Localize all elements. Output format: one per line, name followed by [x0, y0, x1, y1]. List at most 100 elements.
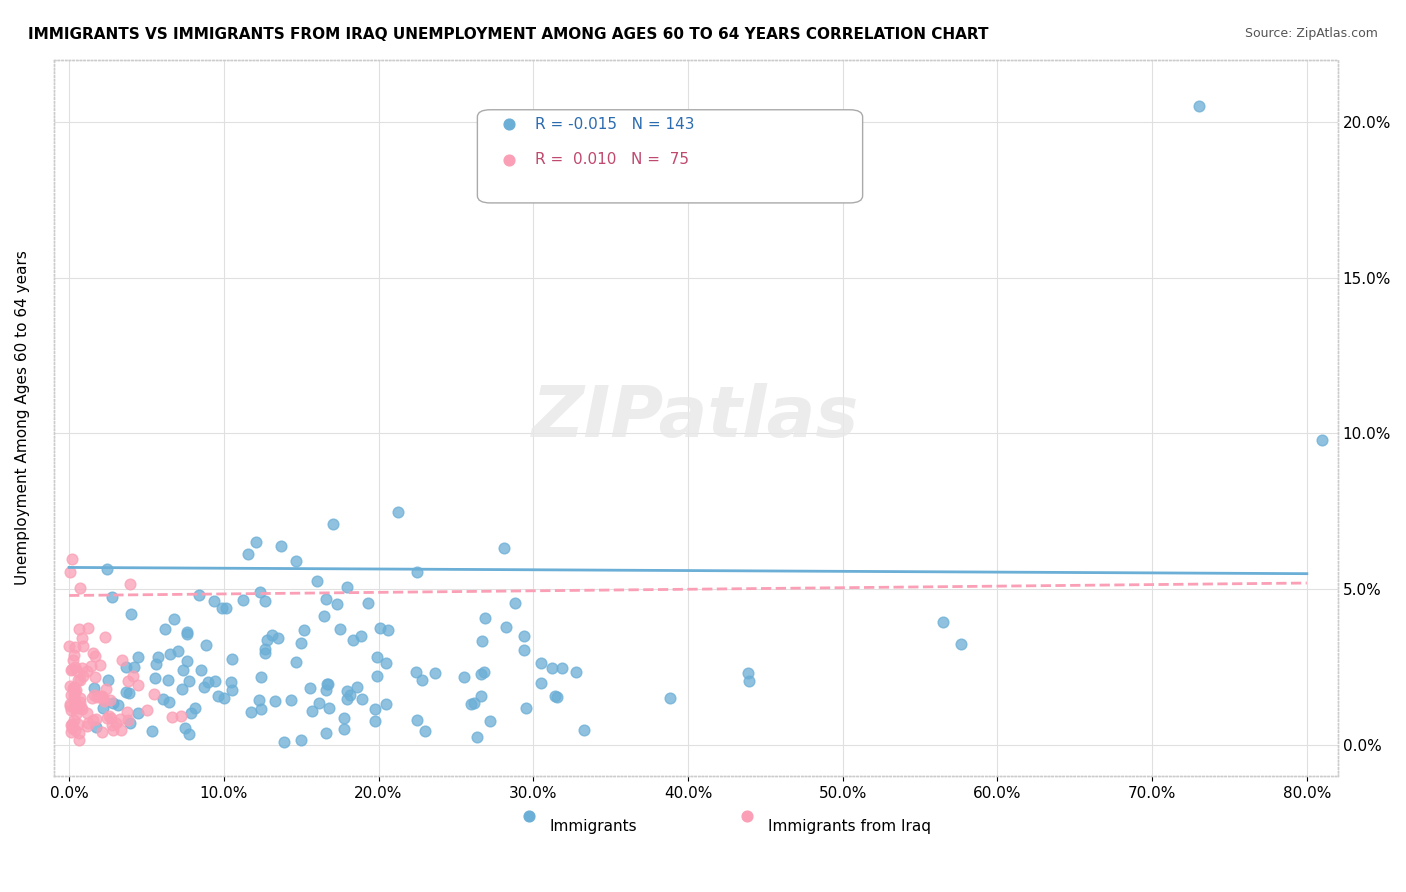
Point [195, 639, 218, 653]
Point [117, 713, 139, 727]
Point [932, 615, 955, 629]
Point [188, 588, 211, 602]
Point [478, 714, 501, 728]
Point [326, 597, 349, 611]
Point [70, 702, 93, 716]
Point [70, 700, 93, 714]
Point [62, 681, 84, 695]
Point [100, 590, 122, 604]
Point [405, 665, 427, 679]
Point [301, 704, 323, 718]
Point [63, 694, 86, 708]
Point [231, 592, 253, 607]
Point [66, 716, 89, 731]
Point [544, 690, 567, 704]
Point [84, 720, 107, 734]
Point [122, 669, 145, 683]
Point [336, 692, 359, 706]
Point [146, 649, 169, 664]
Point [86, 690, 108, 704]
Point [190, 663, 212, 677]
Point [184, 700, 207, 714]
Point [364, 702, 387, 716]
Point [177, 674, 200, 689]
Point [66, 673, 89, 687]
Point [69, 581, 91, 595]
Point [159, 647, 181, 661]
Point [172, 663, 194, 677]
Point [59, 679, 82, 693]
Point [247, 692, 270, 706]
Point [333, 723, 356, 737]
Point [540, 661, 562, 675]
Text: ZIPatlas: ZIPatlas [531, 384, 859, 452]
Point [72, 669, 94, 683]
Point [156, 673, 179, 688]
Point [314, 609, 336, 624]
Point [315, 726, 337, 740]
Point [363, 714, 385, 728]
Point [290, 635, 312, 649]
Point [69, 690, 91, 705]
Point [366, 650, 388, 665]
Point [59, 697, 82, 711]
Point [63, 640, 86, 654]
Point [315, 683, 337, 698]
Point [470, 667, 492, 681]
Point [406, 566, 429, 580]
Point [80, 690, 103, 705]
Point [513, 642, 536, 657]
Point [60, 722, 83, 736]
Point [120, 716, 142, 731]
Point [737, 666, 759, 681]
Point [342, 632, 364, 647]
Point [949, 637, 972, 651]
Point [60, 725, 83, 739]
Point [97, 708, 120, 723]
Point [89, 657, 111, 672]
Point [285, 656, 308, 670]
Point [63, 660, 86, 674]
Point [166, 644, 188, 658]
Point [460, 697, 482, 711]
Point [290, 733, 312, 747]
Point [115, 705, 138, 719]
Point [60, 688, 83, 702]
Point [117, 674, 139, 689]
Point [59, 698, 82, 713]
Point [93, 630, 115, 644]
Point [333, 711, 356, 725]
Point [60, 663, 83, 677]
Point [65, 701, 87, 715]
Point [366, 669, 388, 683]
Point [145, 657, 167, 671]
Point [219, 675, 242, 690]
Point [245, 535, 267, 549]
Point [67, 726, 90, 740]
Point [93, 694, 115, 708]
Point [80, 658, 103, 673]
Point [72, 640, 94, 654]
Point [83, 688, 105, 702]
Point [316, 677, 339, 691]
Point [159, 695, 181, 709]
Point [108, 712, 131, 726]
Point [96, 711, 118, 725]
Point [110, 723, 132, 737]
Point [77, 715, 100, 730]
Point [83, 670, 105, 684]
Point [107, 698, 129, 713]
Point [253, 642, 276, 657]
Point [91, 701, 114, 715]
Point [180, 706, 202, 721]
Point [292, 623, 315, 637]
Point [120, 607, 142, 621]
Point [127, 706, 149, 721]
Point [153, 622, 176, 636]
Point [174, 721, 197, 735]
Point [122, 660, 145, 674]
Point [503, 596, 526, 610]
Point [59, 703, 82, 717]
Point [658, 691, 681, 706]
Point [308, 697, 330, 711]
